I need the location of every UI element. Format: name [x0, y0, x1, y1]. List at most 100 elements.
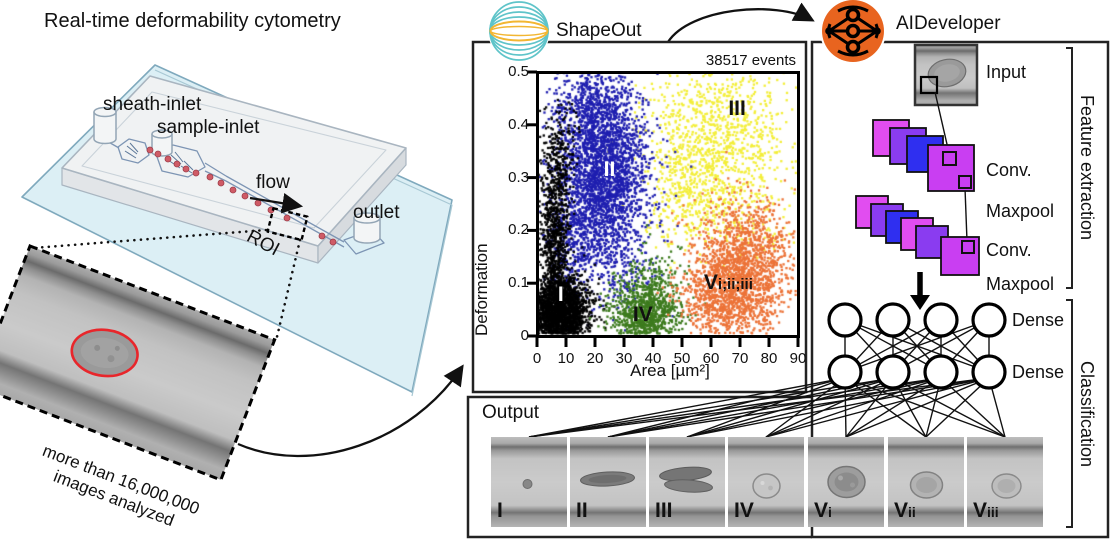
output-connection [925, 377, 990, 438]
outlet-cylinder [353, 218, 381, 244]
output-cell-graphic [991, 473, 1022, 499]
dense-connection [844, 319, 942, 373]
cnn-input-image [913, 43, 979, 107]
section-brackets [1066, 47, 1073, 528]
dense2-label: Dense [1012, 362, 1065, 382]
output-label: Output [482, 402, 540, 423]
x-axis-label: Area [µm²] [630, 361, 710, 380]
y-axis-label: Deformation [472, 243, 491, 336]
output-image-vi: Vi [808, 437, 884, 527]
dense-neuron [827, 354, 863, 390]
x-tick-label: 30 [615, 350, 633, 367]
receptive-field-line-2 [964, 187, 968, 242]
dense-neuron [971, 354, 1007, 390]
figure-title: Real-time deformability cytometry [44, 10, 341, 32]
cluster-label-i: I [557, 282, 564, 306]
output-class-label: I [497, 499, 503, 522]
maxpool2-label: Maxpool [986, 274, 1055, 294]
x-tick-label: 50 [673, 350, 691, 367]
sample-inlet-cylinder [151, 134, 173, 157]
conv2-label: Conv. [986, 240, 1032, 260]
output-connection [528, 377, 942, 438]
output-connection [765, 377, 990, 438]
output-class-label: II [576, 499, 588, 522]
chip-illustration [21, 64, 453, 397]
dense-connection [844, 319, 990, 373]
feature-extraction-label: Feature extraction [1077, 95, 1097, 241]
dense-connection [892, 319, 990, 373]
output-class-label: Vi [814, 499, 832, 522]
conv1-label: Conv. [986, 160, 1032, 180]
conv-stack-2 [855, 195, 980, 276]
y-tick-label: 0.1 [508, 274, 529, 292]
output-image-i: I [491, 437, 567, 527]
output-connection [607, 377, 990, 438]
output-image-ii: II [570, 437, 646, 527]
y-tick-label: 0.3 [508, 168, 529, 186]
shapeout-app-name: ShapeOut [556, 20, 642, 41]
dense-neuron [827, 302, 863, 338]
shapeout-logo [488, 0, 550, 62]
cluster-label-viiiiii: Vi;ii;iii [703, 271, 753, 295]
y-tick-label: 0.4 [508, 115, 529, 133]
flatten-arrow [910, 272, 930, 310]
arrow-micrograph-to-shapeout [237, 364, 464, 458]
axis-ticks [527, 70, 800, 347]
sheath-inlet-label: sheath-inlet [103, 94, 202, 115]
cluster-label-iii: III [728, 96, 746, 120]
y-tick-label: 0.5 [508, 63, 529, 80]
x-tick-label: 90 [789, 350, 807, 367]
output-image-iii: III [649, 437, 725, 527]
output-cell-graphic [522, 479, 533, 489]
dense-neuron [923, 354, 959, 390]
output-class-label: Vii [894, 499, 916, 522]
receptive-field-line-1 [934, 91, 950, 154]
output-connection [686, 377, 894, 438]
output-connection [686, 377, 846, 438]
x-tick-label: 40 [644, 350, 662, 367]
sheath-inlet-cylinder [93, 112, 117, 145]
cluster-label-iv: IV [632, 302, 653, 326]
output-cell-graphic [909, 471, 944, 499]
sample-inlet-label: sample-inlet [157, 117, 260, 138]
input-label: Input [986, 62, 1027, 82]
output-cell-graphic [580, 471, 635, 487]
flow-label: flow [256, 172, 290, 193]
y-tick-label: 0 [520, 327, 529, 344]
output-panel-box [466, 395, 812, 539]
conv-stack-1 [872, 119, 975, 192]
output-image-viii: Viii [967, 437, 1043, 527]
dense-neuron [875, 354, 911, 390]
x-tick-label: 20 [586, 350, 604, 367]
output-class-label: III [655, 499, 673, 522]
x-tick-label: 0 [532, 350, 542, 367]
x-tick-label: 10 [557, 350, 575, 367]
output-connection [528, 377, 846, 438]
output-connection [607, 377, 846, 438]
x-tick-label: 80 [760, 350, 778, 367]
dense-network [528, 302, 1007, 438]
inlet-cylinders [93, 106, 381, 244]
cluster-label-ii: II [603, 157, 616, 181]
y-tick-label: 0.2 [508, 221, 529, 239]
dense-neuron [875, 302, 911, 338]
classification-label: Classification [1077, 360, 1097, 468]
dense-neuron [923, 302, 959, 338]
aideveloper-logo [820, 0, 886, 64]
outlet-label: outlet [353, 202, 400, 223]
output-class-label: Viii [973, 499, 999, 522]
dense1-label: Dense [1012, 310, 1065, 330]
chip-top-face [61, 75, 407, 247]
events-count: 38517 events [705, 52, 796, 69]
classification-bracket [1066, 299, 1073, 528]
arrow-shapeout-to-aideveloper [667, 2, 815, 43]
aideveloper-app-name: AIDeveloper [896, 13, 1001, 34]
scatter-plot-canvas [537, 72, 798, 336]
output-cell-graphic [659, 466, 713, 493]
x-tick-label: 60 [702, 350, 720, 367]
cell-dots [146, 146, 337, 246]
output-class-label: IV [734, 499, 754, 522]
flow-arrow [249, 193, 304, 214]
zoom-connector-left [31, 228, 268, 250]
